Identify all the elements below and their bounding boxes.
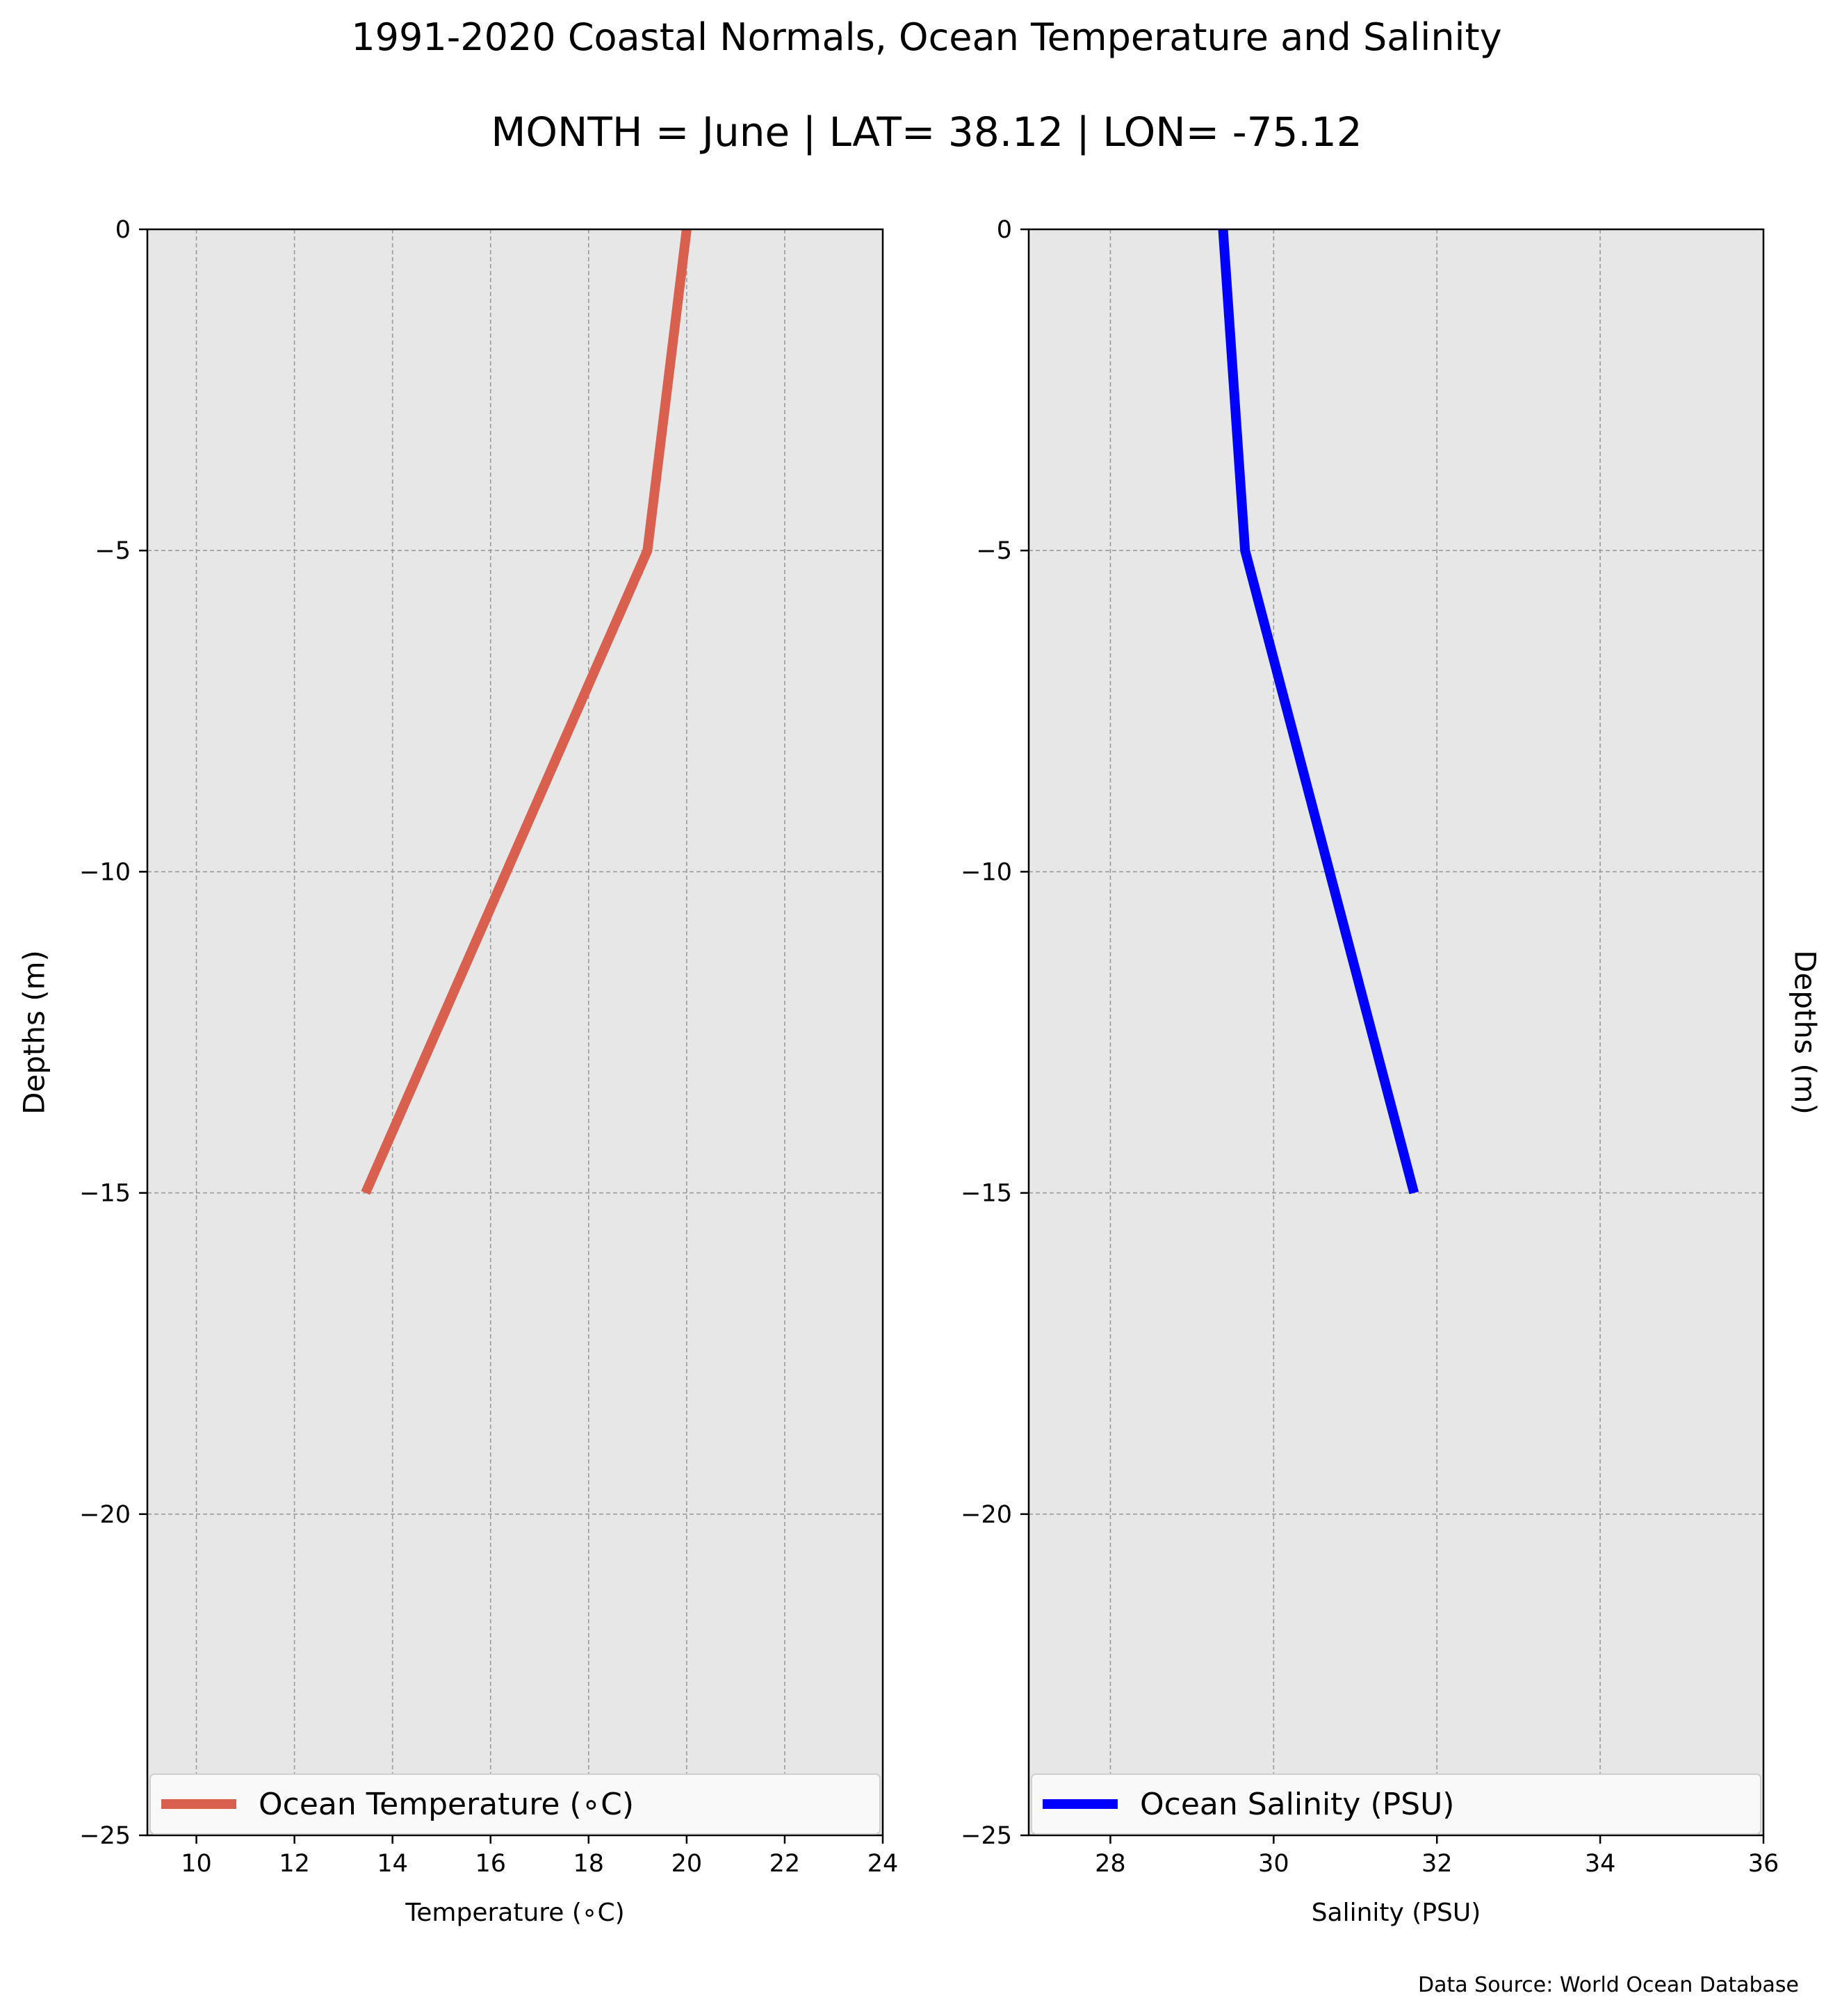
temperature-series-line <box>361 229 692 1195</box>
temperature-x-tick-label: 20 <box>671 1850 703 1878</box>
temperature-x-axis-label: Temperature (∘C) <box>405 1899 624 1927</box>
temperature-y-tick-label: −20 <box>79 1501 131 1529</box>
salinity-x-tick-label: 28 <box>1095 1850 1126 1878</box>
salinity-plot-area <box>1029 229 1763 1835</box>
temperature-x-tick-label: 12 <box>279 1850 310 1878</box>
temperature-y-axis-label: Depths (m) <box>17 950 51 1115</box>
salinity-y-tick-label: −15 <box>961 1180 1012 1208</box>
salinity-series-line <box>1218 229 1419 1195</box>
temperature-y-tick-label: −10 <box>79 858 131 886</box>
temperature-x-tick-label: 14 <box>377 1850 408 1878</box>
temperature-x-tick-label: 24 <box>867 1850 899 1878</box>
temperature-y-tick-label: −5 <box>95 537 131 565</box>
salinity-legend-box <box>1031 1773 1761 1835</box>
salinity-axes-frame <box>1027 228 1765 1837</box>
temperature-axes-frame <box>146 228 884 1837</box>
salinity-y-tick-label: −25 <box>961 1822 1012 1850</box>
salinity-legend: Ocean Salinity (PSU) <box>1031 1773 1761 1835</box>
salinity-legend-label: Ocean Salinity (PSU) <box>1140 1787 1454 1822</box>
salinity-y-tick-label: −5 <box>976 537 1012 565</box>
salinity-y-axis-label: Depths (m) <box>1788 950 1823 1115</box>
salinity-x-axis-label: Salinity (PSU) <box>1312 1899 1481 1927</box>
salinity-y-tick-label: −10 <box>961 858 1012 886</box>
temperature-y-tick-label: 0 <box>115 216 131 244</box>
temperature-x-tick-label: 10 <box>181 1850 212 1878</box>
salinity-x-tick-label: 34 <box>1585 1850 1616 1878</box>
temperature-legend-label: Ocean Temperature (∘C) <box>259 1787 634 1822</box>
figure-title: 1991-2020 Coastal Normals, Ocean Tempera… <box>351 15 1501 59</box>
temperature-legend-box <box>149 1773 881 1835</box>
temperature-y-tick-label: −25 <box>79 1822 131 1850</box>
salinity-x-tick-label: 32 <box>1421 1850 1453 1878</box>
salinity-x-tick-label: 36 <box>1748 1850 1779 1878</box>
temperature-plot-area <box>147 229 883 1835</box>
temperature-x-tick-label: 16 <box>475 1850 506 1878</box>
temperature-y-tick-label: −15 <box>79 1180 131 1208</box>
temperature-x-tick-label: 18 <box>573 1850 605 1878</box>
salinity-y-tick-label: −20 <box>961 1501 1012 1529</box>
salinity-panel: 28 30 32 34 36 0 −5 −10 −15 −20 −25 Salinity (PSU) D… <box>961 216 1822 1927</box>
salinity-y-tick-label: 0 <box>997 216 1012 244</box>
temperature-legend: Ocean Temperature (∘C) <box>149 1773 881 1835</box>
figure-subtitle: MONTH = June | LAT= 38.12 | LON= -75.12 <box>491 108 1362 156</box>
temperature-x-tick-label: 22 <box>769 1850 801 1878</box>
salinity-x-tick-label: 30 <box>1258 1850 1289 1878</box>
temperature-panel: 10 12 14 16 18 20 22 24 0 −5 −10 −15 −20 −25 Temperatu… <box>17 216 899 1927</box>
data-source-note: Data Source: World Ocean Database <box>1418 1973 1799 1997</box>
